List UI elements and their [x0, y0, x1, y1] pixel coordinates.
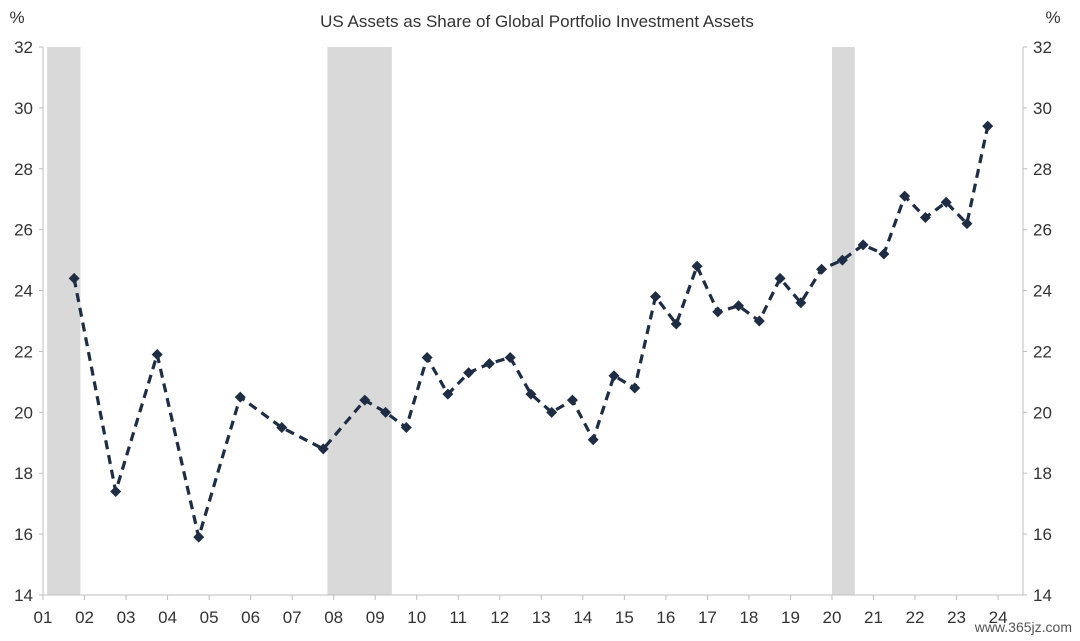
data-point	[359, 394, 371, 406]
data-point	[670, 318, 682, 330]
y-tick-label-left: 18	[14, 464, 33, 483]
recession-band-2	[327, 47, 392, 595]
x-tick-label: 07	[283, 608, 302, 627]
x-tick-label: 15	[615, 608, 634, 627]
recession-band-3	[831, 47, 855, 595]
x-tick-label: 18	[739, 608, 758, 627]
series-line	[72, 125, 990, 539]
x-tick-label: 20	[823, 608, 842, 627]
data-point	[836, 254, 848, 266]
data-point	[753, 315, 765, 327]
data-point	[816, 263, 828, 275]
data-point	[982, 120, 994, 132]
data-point	[774, 272, 786, 284]
data-point	[587, 434, 599, 446]
y-tick-label-left: 20	[14, 403, 33, 422]
y-tick-label-left: 30	[14, 99, 33, 118]
x-tick-label: 01	[34, 608, 53, 627]
data-point	[380, 406, 392, 418]
data-point	[68, 272, 80, 284]
y-tick-label-right: 32	[1033, 38, 1052, 57]
data-point	[442, 388, 454, 400]
data-point	[421, 352, 433, 364]
data-point	[857, 239, 869, 251]
recession-band-1	[47, 47, 81, 595]
x-tick-label: 23	[947, 608, 966, 627]
x-tick-label: 21	[864, 608, 883, 627]
data-point	[317, 443, 329, 455]
data-point	[151, 348, 163, 360]
data-point	[650, 291, 661, 303]
x-tick-label: 19	[781, 608, 800, 627]
x-tick-label: 12	[490, 608, 509, 627]
data-point	[899, 190, 911, 202]
y-tick-label-left: 24	[14, 282, 33, 301]
recession-shading-group	[47, 47, 855, 595]
data-point	[400, 422, 412, 434]
x-tick-label: 10	[407, 608, 426, 627]
y-tick-label-right: 24	[1033, 282, 1052, 301]
data-point	[110, 485, 122, 497]
y-unit-left: %	[9, 8, 24, 27]
y-tick-label-left: 22	[14, 342, 33, 361]
x-tick-label: 22	[906, 608, 925, 627]
data-point	[795, 297, 807, 309]
x-tick-label: 14	[573, 608, 592, 627]
data-point	[483, 358, 495, 370]
y-tick-label-right: 14	[1033, 586, 1052, 605]
x-tick-label: 02	[75, 608, 94, 627]
y-tick-label-right: 16	[1033, 525, 1052, 544]
data-point	[691, 260, 703, 272]
y-tick-label-left: 16	[14, 525, 33, 544]
chart-title: US Assets as Share of Global Portfolio I…	[320, 12, 754, 31]
data-point	[608, 370, 620, 382]
data-point	[733, 300, 745, 312]
y-tick-label-right: 20	[1033, 403, 1052, 422]
data-point	[276, 422, 288, 434]
axes-group: 14 14 16 16 18 18 20 20 22 22 24 24 26 26 28 28 30 30 32 32…	[14, 38, 1052, 627]
y-tick-label-right: 30	[1033, 99, 1052, 118]
y-unit-right: %	[1045, 8, 1060, 27]
y-tick-label-left: 32	[14, 38, 33, 57]
data-point	[712, 306, 724, 318]
data-point	[566, 394, 578, 406]
x-tick-label: 08	[324, 608, 343, 627]
data-point	[504, 352, 516, 364]
data-point	[919, 211, 931, 223]
x-tick-label: 16	[656, 608, 675, 627]
x-tick-label: 04	[158, 608, 177, 627]
y-tick-label-left: 14	[14, 586, 33, 605]
x-tick-label: 09	[366, 608, 385, 627]
y-tick-label-right: 28	[1033, 160, 1052, 179]
x-tick-label: 24	[989, 608, 1008, 627]
watermark-text: www.365jz.com	[974, 619, 1072, 635]
data-point	[546, 406, 558, 418]
data-point	[629, 382, 641, 394]
series-group	[68, 120, 994, 543]
y-tick-label-right: 18	[1033, 464, 1052, 483]
data-point	[878, 248, 890, 260]
x-tick-label: 05	[200, 608, 219, 627]
y-tick-label-right: 26	[1033, 221, 1052, 240]
data-point	[463, 367, 475, 379]
data-point	[961, 218, 973, 230]
x-tick-label: 17	[698, 608, 717, 627]
y-tick-label-left: 26	[14, 221, 33, 240]
data-point	[234, 391, 246, 403]
data-point	[193, 531, 205, 543]
x-tick-label: 13	[532, 608, 551, 627]
x-tick-label: 06	[241, 608, 260, 627]
x-tick-label: 11	[449, 608, 467, 627]
data-point	[940, 196, 952, 208]
x-tick-label: 03	[117, 608, 136, 627]
y-tick-label-right: 22	[1033, 342, 1052, 361]
y-tick-label-left: 28	[14, 160, 33, 179]
data-point	[525, 388, 537, 400]
